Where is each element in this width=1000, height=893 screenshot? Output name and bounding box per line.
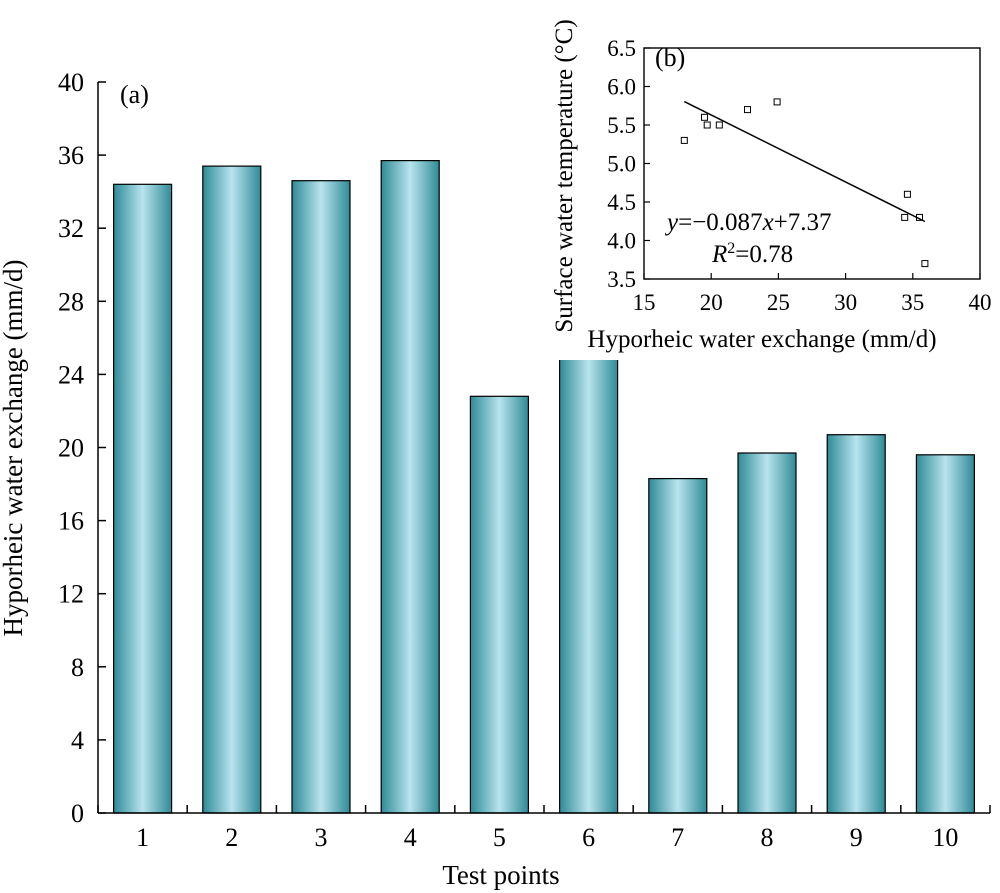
bar-4	[380, 160, 440, 814]
y-tick-label: 12	[58, 580, 84, 609]
inset-x-tick-label: 30	[834, 290, 857, 315]
x-tick-label: 3	[315, 823, 328, 852]
r-squared-label: R2=0.78	[711, 240, 793, 268]
y-tick-label: 20	[58, 434, 84, 463]
inset-axes-group	[643, 47, 981, 280]
y-tick-label: 16	[58, 507, 84, 536]
y-axis-title: Hyporheic water exchange (mm/d)	[0, 259, 28, 636]
equation-coefficient: =−0.087	[678, 209, 762, 236]
equation-y-var: y	[664, 209, 679, 236]
scatter-point-1	[680, 136, 688, 144]
x-tick-label: 5	[493, 823, 506, 852]
bar-1	[112, 183, 173, 814]
x-tick-labels: 1 2 3 4 5 6 7 8 9 10	[136, 823, 958, 852]
y-tick-label: 28	[58, 287, 84, 316]
inset-x-tick-label: 35	[901, 290, 924, 315]
inset-y-tick-label: 4.0	[607, 229, 636, 254]
regression-line	[683, 100, 926, 223]
bar-10	[915, 454, 976, 814]
bar-3	[291, 180, 351, 814]
regression-equation: y=−0.087x+7.37	[664, 209, 832, 236]
x-tick-label: 8	[761, 823, 774, 852]
y-tick-label: 8	[71, 653, 84, 682]
bars-group	[112, 160, 976, 814]
inset-x-tick-labels: 15 20 25 30 35 40	[633, 290, 992, 315]
inset-points-group	[680, 98, 929, 268]
y-tick-label: 32	[58, 214, 84, 243]
y-tick-label: 36	[58, 141, 84, 170]
inset-y-tick-label: 3.5	[607, 267, 636, 292]
x-axis-title: Test points	[442, 860, 559, 890]
inset-y-tick-labels: 3.5 4.0 4.5 5.0 5.5 6.0 6.5	[607, 36, 636, 292]
scatter-point-7	[901, 213, 909, 221]
x-tick-label: 7	[671, 823, 684, 852]
inset-x-tick-label: 15	[633, 290, 656, 315]
bar-5	[469, 395, 529, 814]
y-tick-label: 4	[71, 726, 84, 755]
inset-x-tick-label: 20	[700, 290, 723, 315]
x-tick-label: 4	[404, 823, 417, 852]
x-tick-label: 1	[136, 823, 149, 852]
scatter-point-5	[744, 106, 751, 114]
bar-2	[202, 165, 262, 814]
r-squared-superscript: 2	[727, 240, 735, 257]
axes-group	[97, 81, 991, 814]
y-tick-label: 0	[71, 799, 84, 828]
inset-y-tick-label: 4.5	[607, 190, 636, 215]
y-tick-labels: 0 4 8 12 16 20 24 28 32 36 40	[58, 68, 84, 828]
inset-fit-group	[683, 100, 926, 223]
bar-7	[648, 478, 708, 814]
bar-8	[737, 452, 797, 814]
inset-x-tick-label: 40	[969, 290, 992, 315]
inset-y-tick-label: 6.5	[607, 36, 636, 61]
inset-y-tick-label: 5.0	[607, 152, 636, 177]
inset-y-tick-label: 6.0	[607, 75, 636, 100]
y-tick-label: 24	[58, 360, 84, 389]
x-tick-label: 9	[850, 823, 863, 852]
scatter-point-4	[715, 121, 723, 129]
inset-y-tick-label: 5.5	[607, 113, 636, 138]
y-tick-label: 40	[58, 68, 84, 97]
scatter-point-10	[921, 260, 929, 268]
r-squared-symbol: R	[711, 241, 727, 268]
panel-label-a: (a)	[120, 80, 149, 109]
panel-label-b: (b)	[655, 43, 685, 72]
bar-9	[826, 434, 886, 814]
scatter-point-3	[703, 121, 711, 129]
x-tick-label: 10	[932, 823, 958, 852]
equation-x-var: x	[762, 209, 774, 236]
scatter-point-2	[701, 113, 708, 121]
inset-y-axis-title: Surface water temperature (°C)	[551, 19, 578, 332]
scatter-point-8	[903, 190, 911, 198]
scatter-chart-b: 3.5 4.0 4.5 5.0 5.5 6.0 6.5 15 20 25 30 35 40 Hypor…	[548, 19, 992, 360]
bar-6	[558, 357, 619, 814]
r-squared-value: =0.78	[735, 241, 793, 268]
inset-x-tick-label: 25	[767, 290, 790, 315]
x-tick-label: 2	[225, 823, 238, 852]
inset-x-axis-title: Hyporheic water exchange (mm/d)	[587, 326, 936, 353]
x-tick-label: 6	[582, 823, 595, 852]
inset-background	[548, 30, 990, 360]
scatter-point-6	[773, 98, 781, 106]
equation-constant: +7.37	[774, 209, 832, 236]
